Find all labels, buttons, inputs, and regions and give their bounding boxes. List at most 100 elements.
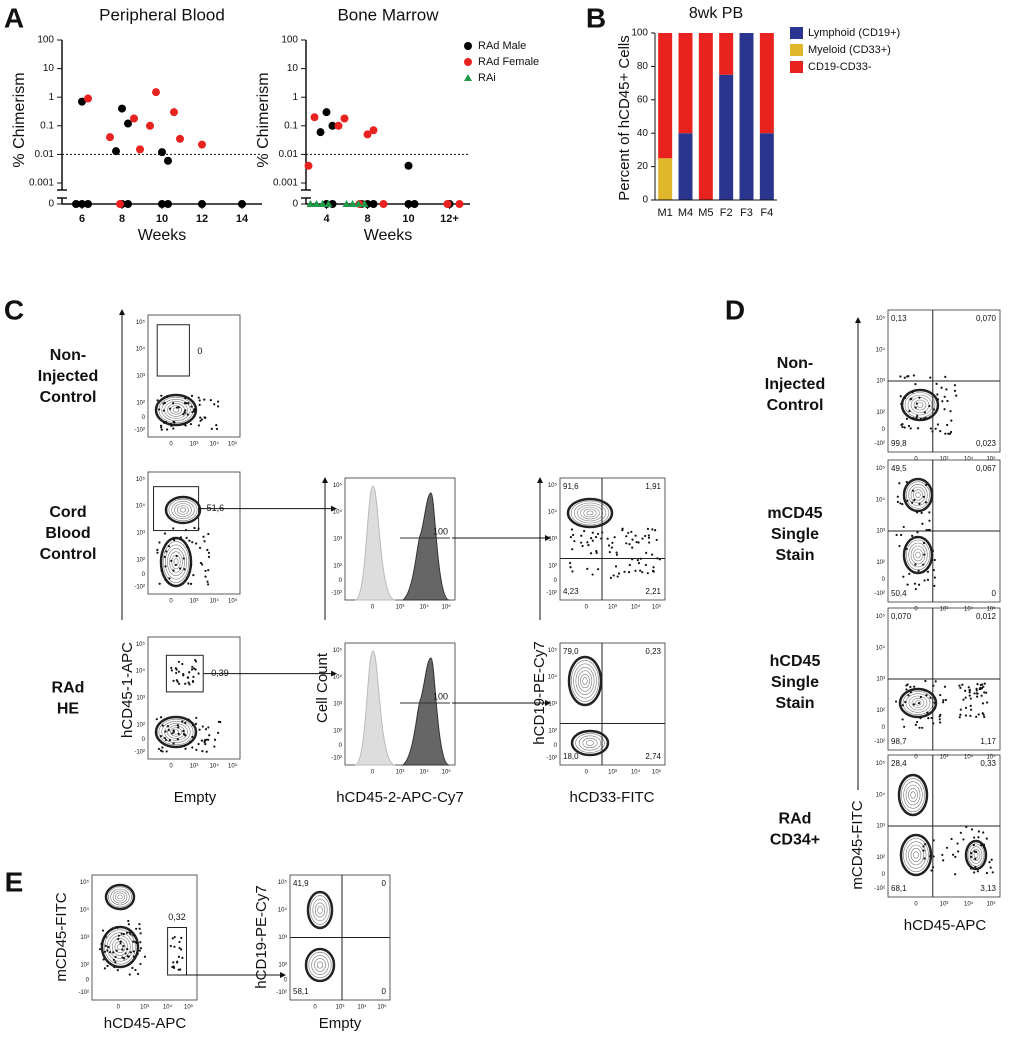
contour xyxy=(908,484,928,506)
row-label: Non- xyxy=(777,355,813,372)
event-dot xyxy=(647,534,650,537)
event-dot xyxy=(136,952,139,955)
y-tick-label: 10⁵ xyxy=(136,476,146,483)
event-dot xyxy=(189,582,193,585)
event-dot xyxy=(104,935,107,938)
x-tick-label: 10⁴ xyxy=(964,754,974,761)
y-tick-label: 10³ xyxy=(333,702,342,708)
contour xyxy=(110,888,130,906)
event-dot xyxy=(156,551,159,554)
point xyxy=(455,200,464,208)
event-dot xyxy=(139,932,142,935)
axis-label: mCD45-FITC xyxy=(849,800,866,889)
event-dot xyxy=(202,535,205,538)
event-dot xyxy=(165,428,169,431)
event-dot xyxy=(970,828,974,831)
event-dot xyxy=(139,962,142,966)
y-tick-label: -10² xyxy=(134,584,145,590)
event-dot xyxy=(117,934,121,937)
legend-swatch xyxy=(790,61,803,73)
event-dot xyxy=(167,729,170,732)
event-dot xyxy=(923,689,926,692)
event-dot xyxy=(969,714,972,717)
point xyxy=(176,134,184,143)
x-tick-label: 10⁴ xyxy=(210,441,220,448)
event-dot xyxy=(160,569,163,572)
point xyxy=(404,161,413,170)
row-label: Non- xyxy=(50,347,86,364)
event-dot xyxy=(595,551,598,555)
y-tick-label: 10² xyxy=(876,560,885,566)
event-dot xyxy=(120,932,123,935)
event-dot xyxy=(172,742,175,745)
contour xyxy=(171,501,195,519)
y-tick-label: -10² xyxy=(874,591,885,597)
event-dot xyxy=(173,945,176,948)
contour xyxy=(567,655,603,707)
event-dot xyxy=(174,563,178,567)
bar-segment xyxy=(759,133,774,200)
event-dot xyxy=(915,720,919,724)
event-dot xyxy=(606,537,609,540)
event-dot xyxy=(924,416,927,419)
x-tick-label: 10³ xyxy=(940,755,949,761)
event-dot xyxy=(198,728,201,731)
event-dot xyxy=(625,542,628,545)
event-dot xyxy=(646,527,650,530)
contour xyxy=(904,392,936,418)
contour xyxy=(573,663,597,699)
contour xyxy=(905,841,927,869)
event-dot xyxy=(200,739,204,742)
event-dot xyxy=(918,726,921,729)
event-dot xyxy=(926,566,929,569)
point xyxy=(158,200,166,208)
x-axis-label: Weeks xyxy=(138,227,187,244)
contour xyxy=(117,894,123,900)
legend-swatch xyxy=(790,44,803,56)
event-dot xyxy=(914,587,917,591)
event-dot xyxy=(161,750,164,753)
contour xyxy=(162,541,190,583)
event-dot xyxy=(934,680,937,683)
event-dot xyxy=(614,565,618,568)
event-dot xyxy=(922,849,925,852)
event-dot xyxy=(168,739,171,742)
y-tick-label: 10⁴ xyxy=(136,346,146,353)
x-tick-label: 4 xyxy=(323,213,330,225)
y-tick-label: 10⁴ xyxy=(333,674,343,681)
panel-letter: B xyxy=(586,2,606,33)
event-dot xyxy=(201,725,204,728)
event-dot xyxy=(195,748,198,751)
histogram xyxy=(354,485,396,601)
contour xyxy=(169,727,183,737)
event-dot xyxy=(170,559,173,562)
y-tick-label: 10⁴ xyxy=(876,644,886,651)
event-dot xyxy=(990,858,993,861)
row-label: RAd xyxy=(52,680,85,697)
event-dot xyxy=(207,551,211,554)
contour xyxy=(164,495,202,525)
event-dot xyxy=(101,929,105,932)
event-dot xyxy=(583,529,586,533)
event-dot xyxy=(190,394,194,397)
event-dot xyxy=(635,541,638,544)
x-tick-label: 10⁵ xyxy=(442,769,452,776)
event-dot xyxy=(125,931,129,934)
point xyxy=(348,200,357,207)
x-tick-label: 10⁴ xyxy=(210,598,220,605)
event-dot xyxy=(925,694,928,697)
event-dot xyxy=(900,533,903,537)
quadrant-value: 99,8 xyxy=(891,439,907,448)
plot-frame xyxy=(147,636,241,760)
event-dot xyxy=(200,418,204,421)
event-dot xyxy=(162,409,165,412)
event-dot xyxy=(913,582,917,585)
quadrant-value: 0,070 xyxy=(976,314,997,323)
contour xyxy=(910,791,916,799)
event-dot xyxy=(187,718,190,721)
x-tick-label: 10⁵ xyxy=(377,1004,387,1011)
event-dot xyxy=(964,696,967,699)
event-dot xyxy=(178,682,181,685)
event-dot xyxy=(637,562,641,565)
quadrant-value: 49,5 xyxy=(891,464,907,473)
